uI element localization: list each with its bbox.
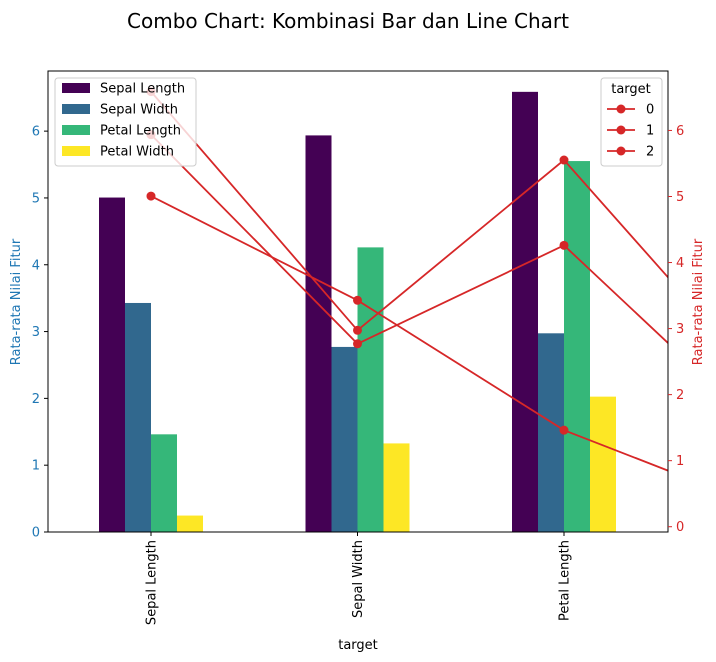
left-tick-label: 5 bbox=[32, 191, 40, 206]
bar-legend-label: Petal Length bbox=[100, 124, 181, 139]
left-tick-label: 6 bbox=[32, 125, 40, 140]
right-y-axis: 0 1 2 3 4 5 6 bbox=[668, 124, 684, 535]
right-tick-label: 4 bbox=[676, 256, 684, 271]
bar-3-1 bbox=[383, 443, 410, 532]
left-tick-label: 1 bbox=[32, 459, 40, 474]
bar-legend-swatch-3 bbox=[62, 146, 90, 156]
bar-legend-label: Sepal Length bbox=[100, 82, 185, 97]
bar-legend-frame bbox=[54, 77, 197, 167]
line-legend-marker-2 bbox=[616, 146, 626, 156]
line-legend: target 0 1 2 bbox=[600, 77, 663, 167]
x-tick-label: Petal Length bbox=[558, 540, 573, 621]
bar-1-2 bbox=[538, 333, 564, 532]
bar-legend-label: Petal Width bbox=[100, 145, 174, 160]
left-tick-label: 3 bbox=[32, 325, 40, 340]
left-tick-label: 0 bbox=[32, 526, 40, 541]
x-tick-label: Sepal Width bbox=[351, 540, 366, 618]
line-point-0-0 bbox=[146, 191, 156, 201]
bar-2-2 bbox=[564, 161, 590, 533]
bar-0-0 bbox=[99, 197, 125, 533]
line-legend-frame bbox=[600, 77, 663, 167]
left-tick-label: 4 bbox=[32, 258, 40, 273]
bar-legend-swatch-0 bbox=[62, 83, 90, 93]
bar-0-2 bbox=[512, 91, 538, 532]
line-point-0-1 bbox=[353, 295, 362, 305]
bar-group bbox=[99, 91, 616, 533]
bar-legend-swatch-2 bbox=[62, 125, 90, 135]
bar-2-0 bbox=[151, 434, 177, 532]
line-point-1-2 bbox=[559, 240, 569, 250]
x-axis-label: target bbox=[338, 638, 378, 653]
line-point-1-1 bbox=[353, 339, 362, 349]
bar-legend-swatch-1 bbox=[62, 104, 90, 114]
right-tick-label: 0 bbox=[676, 520, 684, 535]
chart-title: Combo Chart: Kombinasi Bar dan Line Char… bbox=[127, 9, 569, 33]
bar-legend: Sepal Length Sepal Width Petal Length Petal… bbox=[54, 77, 197, 167]
line-legend-label: 2 bbox=[646, 145, 654, 160]
right-y-axis-label: Rata-rata Nilai Fitur bbox=[691, 238, 706, 365]
right-tick-label: 3 bbox=[676, 322, 684, 337]
right-tick-label: 1 bbox=[676, 454, 684, 469]
bar-3-2 bbox=[590, 396, 616, 532]
bar-1-0 bbox=[125, 302, 151, 532]
line-legend-marker-1 bbox=[616, 125, 626, 135]
x-axis: Sepal Length Sepal Width Petal Length bbox=[145, 532, 573, 625]
line-legend-label: 1 bbox=[646, 124, 654, 139]
line-series-2 bbox=[150, 91, 668, 332]
x-tick-label: Sepal Length bbox=[145, 540, 160, 625]
line-legend-label: 0 bbox=[646, 103, 654, 118]
left-y-axis-label: Rata-rata Nilai Fitur bbox=[9, 238, 24, 365]
right-tick-label: 5 bbox=[676, 190, 684, 205]
bar-0-1 bbox=[305, 135, 332, 532]
bar-legend-label: Sepal Width bbox=[100, 103, 178, 118]
left-y-axis: 0 1 2 3 4 5 6 bbox=[32, 125, 48, 541]
bar-2-1 bbox=[357, 247, 384, 532]
right-tick-label: 2 bbox=[676, 388, 684, 403]
line-point-2-1 bbox=[353, 325, 362, 335]
right-tick-label: 6 bbox=[676, 124, 684, 139]
bar-3-0 bbox=[177, 515, 203, 532]
line-group bbox=[146, 87, 668, 472]
line-series-1 bbox=[150, 134, 668, 345]
left-tick-label: 2 bbox=[32, 392, 40, 407]
line-point-0-2 bbox=[559, 425, 569, 435]
line-series-0 bbox=[150, 195, 668, 472]
bar-1-1 bbox=[331, 346, 358, 532]
line-point-2-2 bbox=[559, 155, 569, 165]
line-legend-title: target bbox=[611, 82, 651, 97]
line-legend-marker-0 bbox=[616, 104, 626, 114]
